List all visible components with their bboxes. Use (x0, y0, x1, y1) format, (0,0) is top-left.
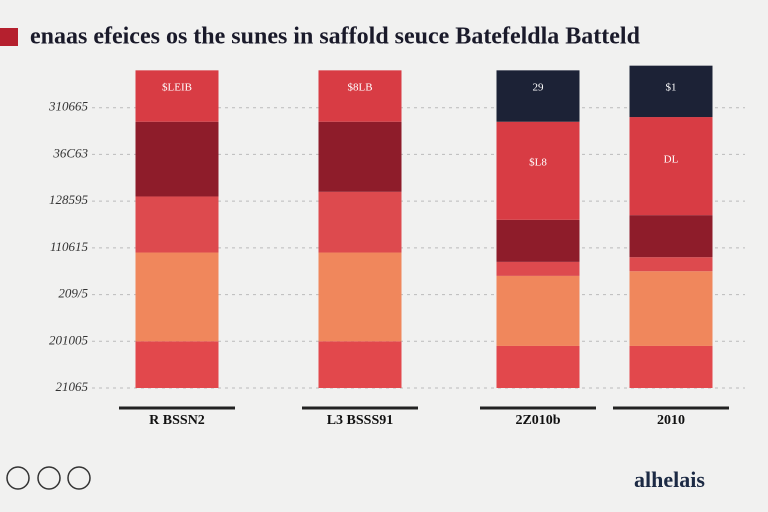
title-marker (0, 28, 18, 46)
y-tick-label: 209/5 (58, 286, 88, 301)
y-tick-label: 21065 (56, 379, 89, 394)
bar-segment (135, 70, 219, 122)
bar-segment (496, 121, 580, 220)
y-tick-label: 36C63 (52, 145, 88, 160)
footer-logo: alhelais (634, 467, 705, 492)
bar-segment (629, 345, 713, 388)
bar-segment (135, 121, 219, 197)
bar-segment (318, 121, 402, 192)
bar-segment (318, 191, 402, 253)
bar-segment (496, 275, 580, 346)
bar-segment (135, 196, 219, 253)
bar-segment (496, 70, 580, 122)
bar-segment (629, 65, 713, 118)
bar-segment (496, 219, 580, 262)
x-tick-label: 2Z010b (515, 413, 560, 428)
bar-segment (318, 341, 402, 388)
bar-segment (318, 252, 402, 342)
chart-title: enaas efeices os the sunes in saffold se… (30, 24, 641, 50)
data-label: $L8 (529, 157, 547, 169)
x-tick-label: L3 BSSS91 (327, 413, 394, 428)
bar-segment (135, 252, 219, 342)
data-label: 29 (533, 82, 545, 94)
bar-segment (496, 345, 580, 388)
y-tick-label: 310665 (48, 99, 89, 114)
data-label: DL (664, 154, 679, 166)
bar-segment (135, 341, 219, 388)
y-tick-label: 201005 (49, 332, 89, 347)
x-tick-label: R BSSN2 (149, 413, 205, 428)
data-label: $1 (666, 82, 677, 94)
bar-segment (629, 215, 713, 258)
bar-segment (629, 257, 713, 272)
data-label: $8LB (347, 82, 372, 94)
bar-segment (629, 117, 713, 216)
bar-segment (318, 70, 402, 122)
y-tick-label: 110615 (50, 239, 89, 254)
data-label: $LEIB (162, 82, 192, 94)
bar-segment (496, 261, 580, 276)
footer-icons (6, 466, 91, 490)
x-tick-label: 2010 (657, 413, 685, 428)
bar-segment (629, 271, 713, 346)
y-tick-label: 128595 (49, 192, 89, 207)
